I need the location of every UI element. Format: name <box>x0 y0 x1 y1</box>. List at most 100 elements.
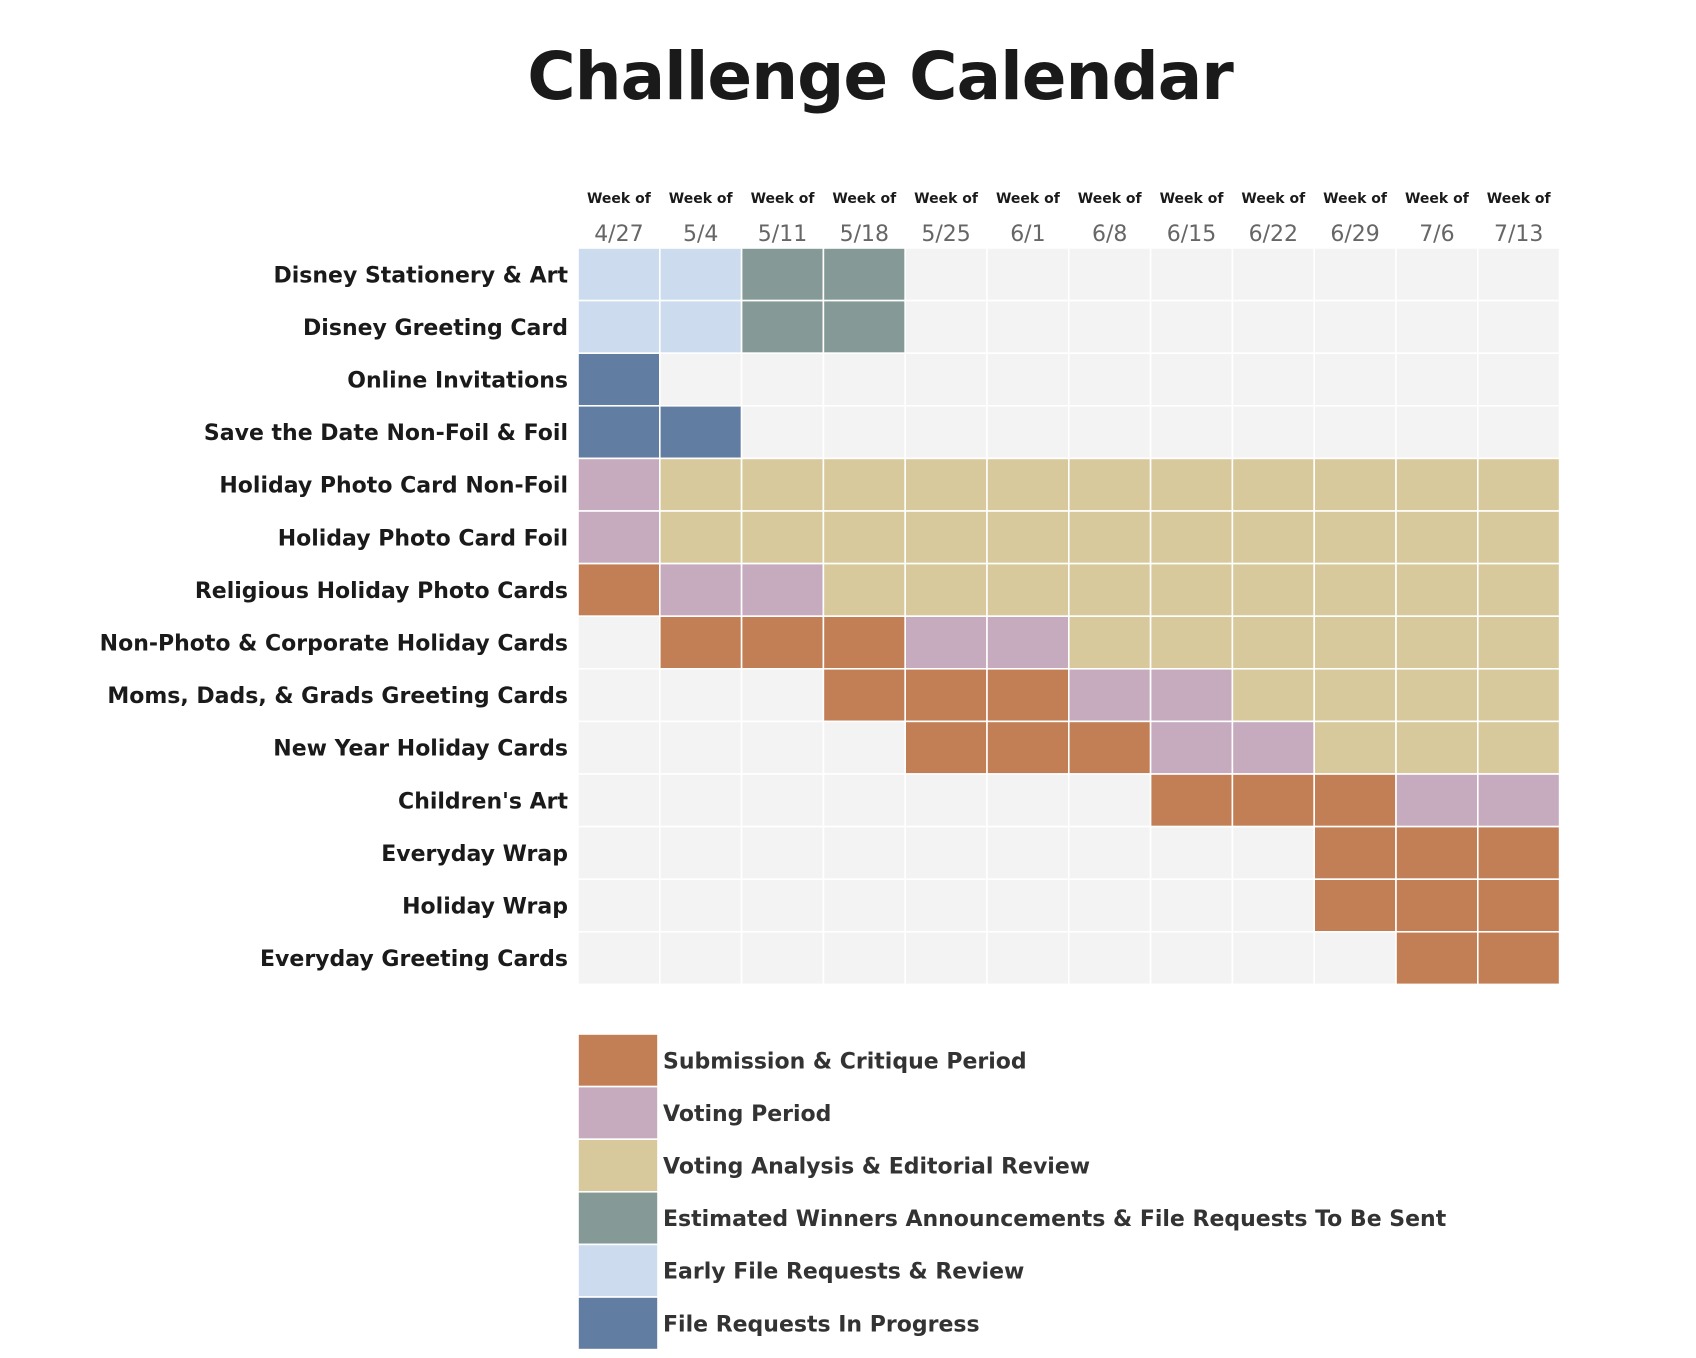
row-label: Holiday Photo Card Foil <box>278 526 568 551</box>
cell-analysis <box>1395 615 1479 670</box>
week-header-top: Week of <box>1487 191 1552 207</box>
cell-empty <box>1068 878 1152 933</box>
cell-empty <box>822 773 907 828</box>
cell-progress <box>658 404 743 460</box>
cell-empty <box>658 720 743 775</box>
cell-submission <box>1395 825 1479 880</box>
cell-analysis <box>986 562 1070 617</box>
cell-empty <box>1395 404 1479 460</box>
week-header-date: 5/25 <box>921 222 970 247</box>
cell-empty <box>986 299 1070 355</box>
cell-empty <box>1149 352 1234 407</box>
cell-analysis <box>1068 615 1152 670</box>
week-header-date: 5/4 <box>683 222 718 247</box>
cell-submission <box>1313 773 1397 828</box>
cell-empty <box>1477 247 1561 302</box>
cell-analysis <box>822 457 907 512</box>
week-header-top: Week of <box>832 191 897 207</box>
row-label: Disney Greeting Card <box>303 316 568 341</box>
cell-analysis <box>1149 457 1234 512</box>
cell-submission <box>1313 878 1397 933</box>
cell-empty <box>577 667 661 723</box>
legend-swatch-voting <box>577 1085 659 1140</box>
cell-analysis <box>904 562 988 617</box>
legend-label-analysis: Voting Analysis & Editorial Review <box>663 1155 1090 1180</box>
cell-analysis <box>1313 667 1397 723</box>
cell-submission <box>904 720 988 775</box>
cell-empty <box>904 247 988 302</box>
cell-voting <box>1068 667 1152 723</box>
legend-label-submission: Submission & Critique Period <box>663 1049 1027 1074</box>
cell-empty <box>1068 404 1152 460</box>
cell-voting <box>577 457 661 512</box>
week-header-date: 6/8 <box>1092 222 1127 247</box>
week-header-date: 6/29 <box>1330 222 1379 247</box>
row-label: Disney Stationery & Art <box>273 263 568 288</box>
row-label: New Year Holiday Cards <box>273 737 568 762</box>
cell-submission <box>904 667 988 723</box>
week-header-top: Week of <box>1160 191 1225 207</box>
cell-analysis <box>1477 457 1561 512</box>
cell-empty <box>1313 930 1397 986</box>
cell-empty <box>1477 404 1561 460</box>
cell-submission <box>740 615 825 670</box>
cell-analysis <box>1313 510 1397 565</box>
week-header-top: Week of <box>1405 191 1470 207</box>
cell-empty <box>986 773 1070 828</box>
cell-empty <box>1395 352 1479 407</box>
cell-submission <box>1477 930 1561 986</box>
cell-empty <box>1477 299 1561 355</box>
cell-empty <box>1068 247 1152 302</box>
cell-empty <box>1313 404 1397 460</box>
cell-analysis <box>1231 667 1316 723</box>
cell-empty <box>986 825 1070 880</box>
cell-voting <box>658 562 743 617</box>
row-label: Moms, Dads, & Grads Greeting Cards <box>107 684 568 709</box>
cell-analysis <box>986 510 1070 565</box>
cell-voting <box>986 615 1070 670</box>
cell-empty <box>1149 930 1234 986</box>
week-header-date: 5/11 <box>758 222 807 247</box>
cell-analysis <box>1395 457 1479 512</box>
cell-empty <box>1477 352 1561 407</box>
week-header-date: 7/6 <box>1419 222 1454 247</box>
row-label: Children's Art <box>398 789 568 814</box>
cell-empty <box>904 352 988 407</box>
cell-empty <box>740 930 825 986</box>
cell-submission <box>1231 773 1316 828</box>
cell-empty <box>658 825 743 880</box>
cell-submission <box>1477 825 1561 880</box>
row-label: Save the Date Non-Foil & Foil <box>204 421 568 446</box>
cell-submission <box>822 667 907 723</box>
cell-empty <box>1068 299 1152 355</box>
cell-empty <box>1395 299 1479 355</box>
cell-empty <box>1231 247 1316 302</box>
legend-swatch-progress <box>577 1296 659 1351</box>
cell-empty <box>904 773 988 828</box>
legend-swatch-early <box>577 1243 659 1298</box>
cell-empty <box>1231 930 1316 986</box>
cell-analysis <box>1477 667 1561 723</box>
cell-voting <box>1231 720 1316 775</box>
cell-empty <box>986 247 1070 302</box>
cell-empty <box>904 825 988 880</box>
cell-analysis <box>1477 562 1561 617</box>
cell-submission <box>1477 878 1561 933</box>
cell-empty <box>986 404 1070 460</box>
legend-swatch-winners <box>577 1191 659 1246</box>
cell-analysis <box>1231 457 1316 512</box>
week-header-date: 7/13 <box>1494 222 1543 247</box>
cell-voting <box>1477 773 1561 828</box>
cell-empty <box>1395 247 1479 302</box>
cell-empty <box>658 878 743 933</box>
row-label: Everyday Wrap <box>381 842 568 867</box>
cell-analysis <box>740 510 825 565</box>
cell-analysis <box>1395 720 1479 775</box>
cell-empty <box>1068 773 1152 828</box>
legend-swatch-analysis <box>577 1138 659 1193</box>
cell-analysis <box>1313 562 1397 617</box>
cell-empty <box>1231 825 1316 880</box>
cell-empty <box>1068 930 1152 986</box>
cell-analysis <box>822 510 907 565</box>
legend-label-early: Early File Requests & Review <box>663 1260 1024 1285</box>
